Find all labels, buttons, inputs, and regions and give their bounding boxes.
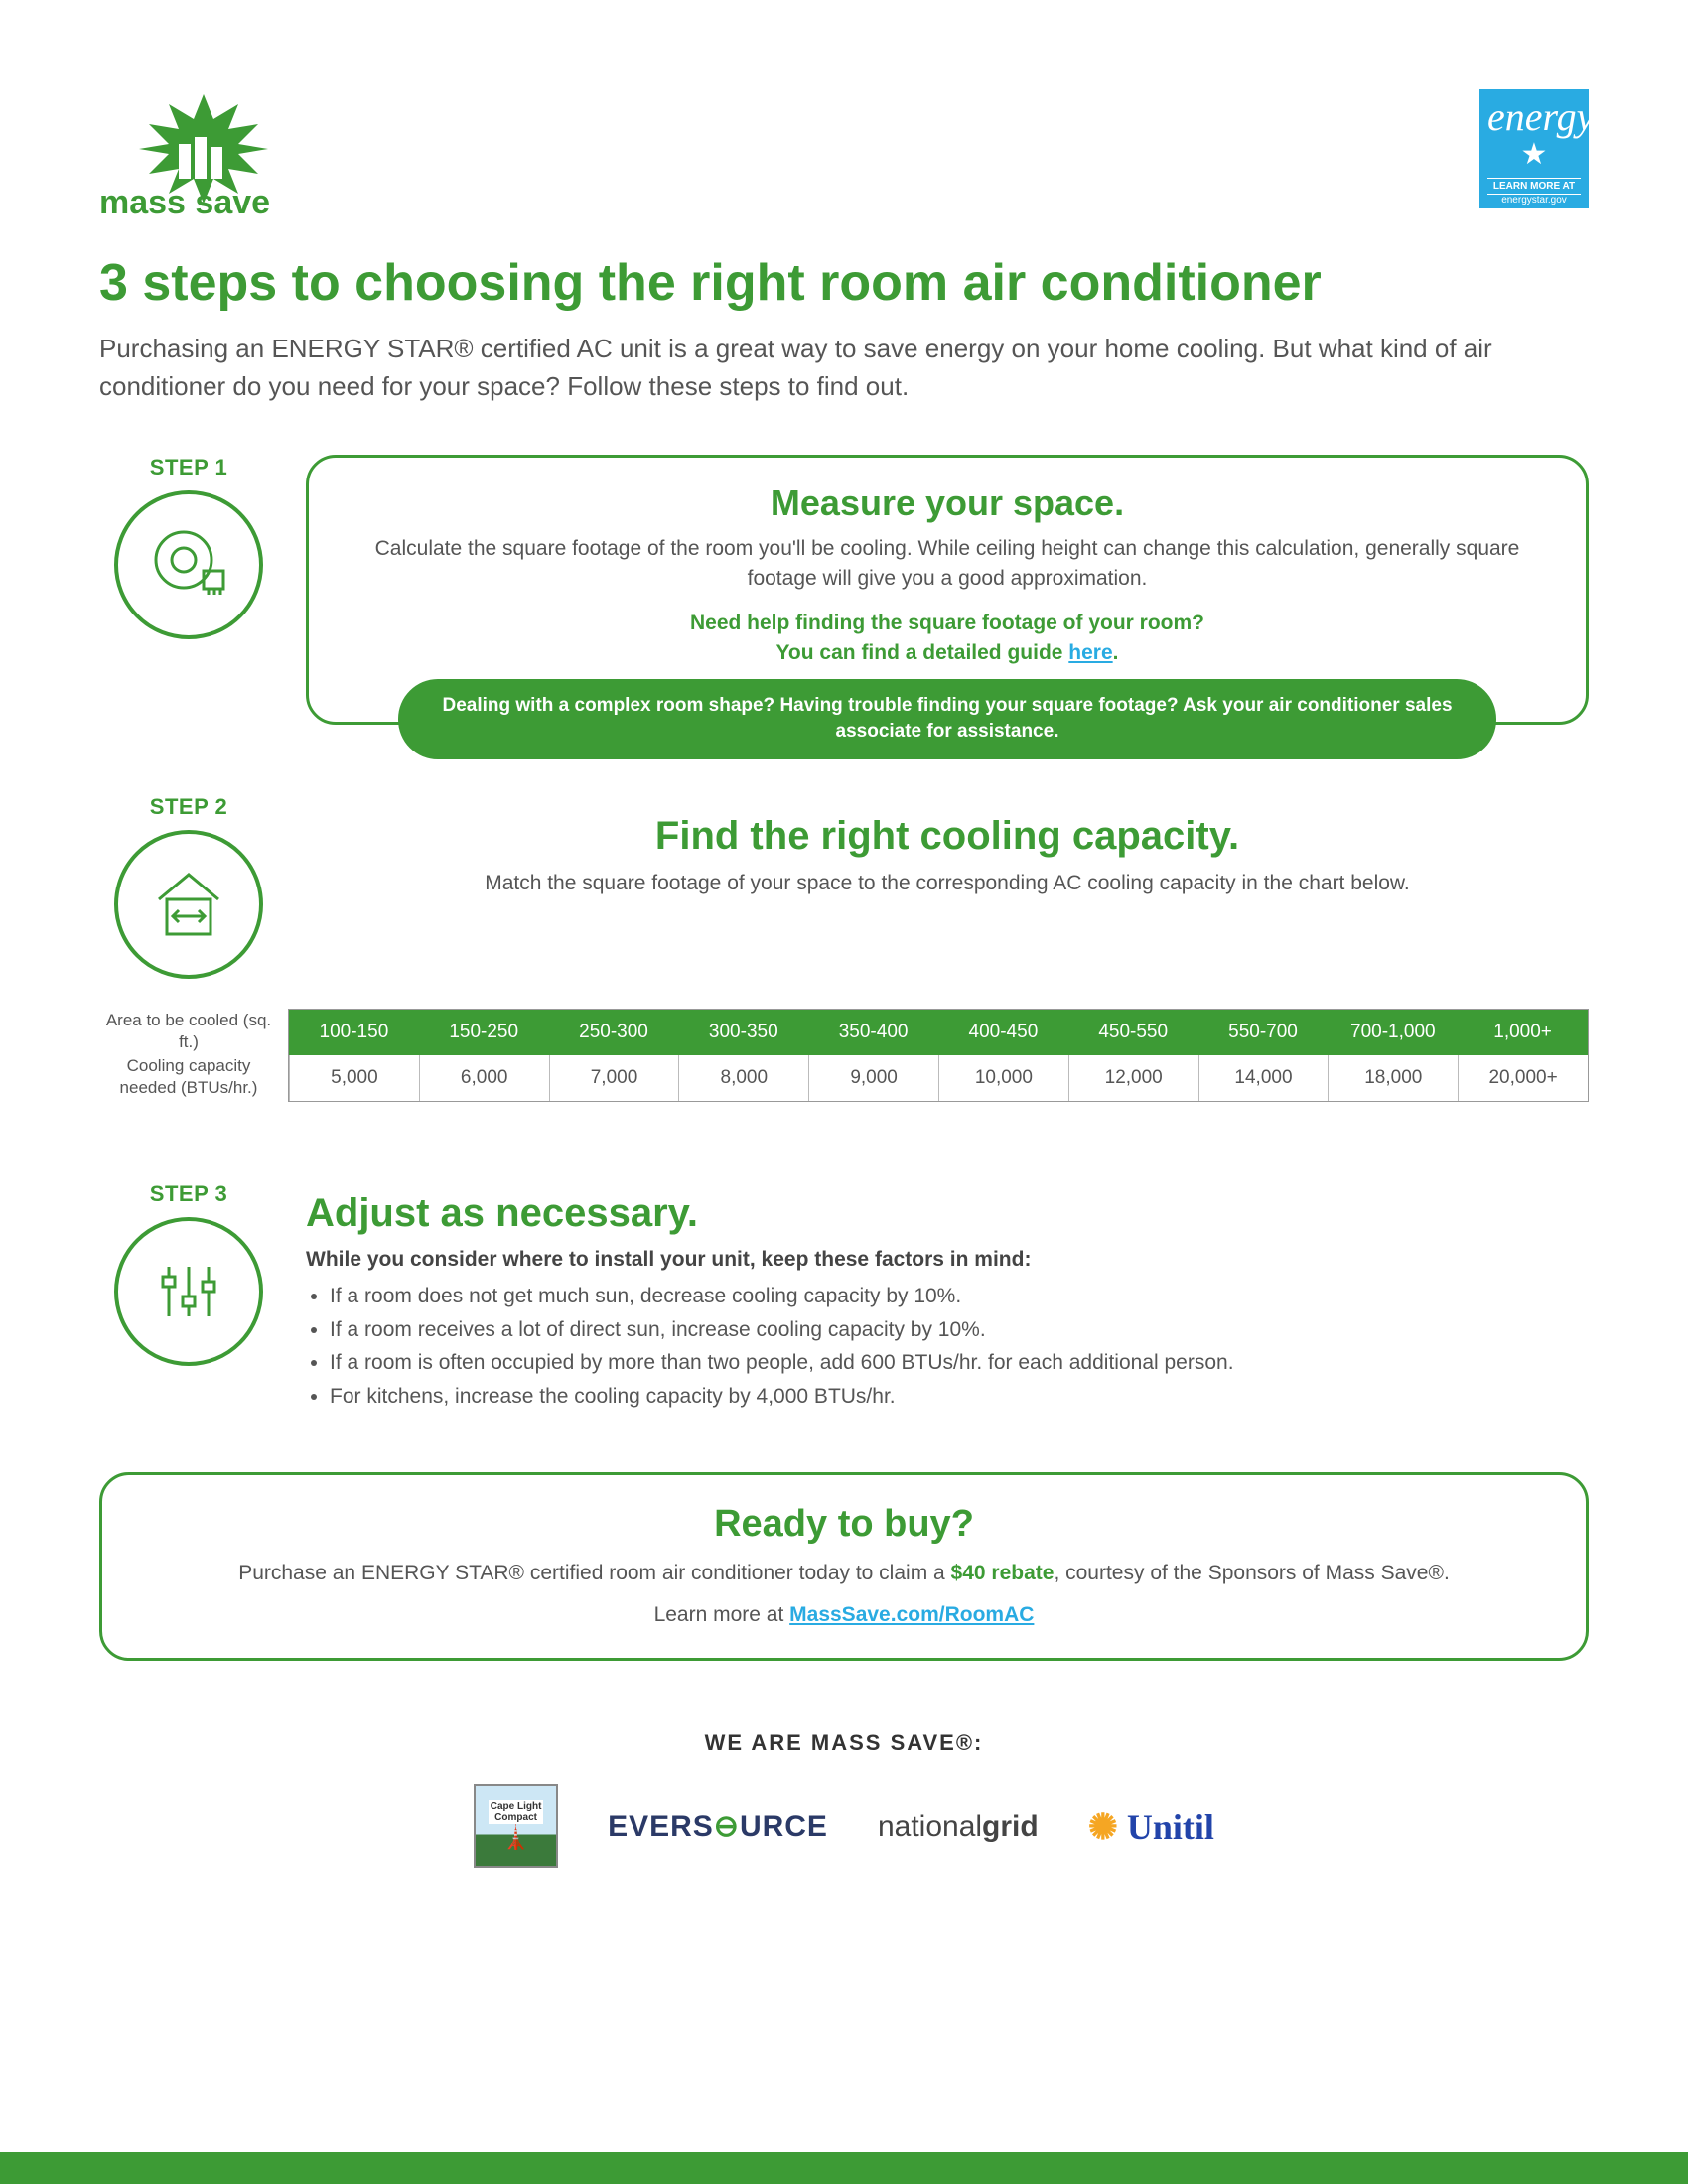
ready-line2-pre: Learn more at — [654, 1603, 790, 1626]
table-data-cell: 18,000 — [1328, 1055, 1458, 1101]
table-header-cell: 400-450 — [938, 1010, 1068, 1055]
table-header-cell: 350-400 — [808, 1010, 938, 1055]
btu-table-wrap: Area to be cooled (sq. ft.) Cooling capa… — [99, 1009, 1589, 1102]
table-header-cell: 450-550 — [1068, 1010, 1198, 1055]
step-1-title: Measure your space. — [349, 482, 1546, 524]
step-3-list: If a room does not get much sun, decreas… — [330, 1280, 1589, 1413]
sponsor-unitil: ✺ Unitil — [1088, 1806, 1214, 1847]
step-2-desc: Match the square footage of your space t… — [306, 869, 1589, 897]
ready-line1-post: , courtesy of the Sponsors of Mass Save®… — [1054, 1562, 1449, 1584]
table-data-cell: 20,000+ — [1458, 1055, 1588, 1101]
step-1-desc: Calculate the square footage of the room… — [349, 534, 1546, 593]
sponsor-cape-light: Cape LightCompact 🗼 — [474, 1784, 558, 1868]
step-3-title: Adjust as necessary. — [306, 1191, 1589, 1236]
rebate-amount: $40 rebate — [951, 1562, 1055, 1584]
table-header-cell: 250-300 — [549, 1010, 679, 1055]
table-header-cell: 700-1,000 — [1328, 1010, 1458, 1055]
list-item: If a room does not get much sun, decreas… — [330, 1280, 1589, 1313]
sponsors: WE ARE MASS SAVE®: Cape LightCompact 🗼 E… — [99, 1730, 1589, 1868]
table-data-cell: 5,000 — [289, 1055, 419, 1101]
table-header-cell: 150-250 — [419, 1010, 549, 1055]
energystar-learn-more: LEARN MORE AT — [1487, 178, 1581, 195]
ready-box: Ready to buy? Purchase an ENERGY STAR® c… — [99, 1472, 1589, 1661]
step-1-help-1: Need help finding the square footage of … — [690, 612, 1204, 634]
table-data-cell: 10,000 — [938, 1055, 1068, 1101]
masssave-logo: mass save — [99, 89, 308, 223]
masssave-link[interactable]: MassSave.com/RoomAC — [789, 1603, 1034, 1626]
table-data-cell: 8,000 — [678, 1055, 808, 1101]
table-data-cell: 14,000 — [1198, 1055, 1329, 1101]
table-data-cell: 6,000 — [419, 1055, 549, 1101]
table-header-cell: 550-700 — [1198, 1010, 1329, 1055]
house-icon — [114, 830, 263, 979]
table-data-cell: 7,000 — [549, 1055, 679, 1101]
step-1-help-2-pre: You can find a detailed guide — [775, 641, 1068, 664]
step-1-box: Measure your space. Calculate the square… — [306, 455, 1589, 725]
table-header-cell: 1,000+ — [1458, 1010, 1588, 1055]
page-title: 3 steps to choosing the right room air c… — [99, 253, 1589, 313]
energystar-url: energystar.gov — [1487, 195, 1581, 205]
energystar-script: energy — [1487, 97, 1581, 137]
step-2-title: Find the right cooling capacity. — [306, 814, 1589, 859]
footer-bar — [0, 2152, 1688, 2184]
step-1: STEP 1 Measure your space. Calculate th — [99, 455, 1589, 725]
sponsor-nationalgrid: nationalgrid — [878, 1810, 1039, 1843]
sliders-icon — [114, 1217, 263, 1366]
table-data-cell: 9,000 — [808, 1055, 938, 1101]
step-2-label: STEP 2 — [99, 794, 278, 820]
step-1-pill: Dealing with a complex room shape? Havin… — [398, 679, 1496, 759]
sponsors-title: WE ARE MASS SAVE®: — [99, 1730, 1589, 1756]
energystar-logo: energy ★ LEARN MORE AT energystar.gov — [1479, 89, 1589, 208]
table-data-cell: 12,000 — [1068, 1055, 1198, 1101]
table-header-cell: 100-150 — [289, 1010, 419, 1055]
ready-title: Ready to buy? — [142, 1503, 1546, 1546]
svg-text:mass save: mass save — [99, 184, 270, 218]
step-1-label: STEP 1 — [99, 455, 278, 480]
sponsor-eversource: EVERS⊖URCE — [608, 1809, 828, 1843]
btu-table: 100-150150-250250-300300-350350-400400-4… — [288, 1009, 1589, 1102]
step-3-sub: While you consider where to install your… — [306, 1248, 1589, 1272]
tape-measure-icon — [114, 490, 263, 639]
intro-text: Purchasing an ENERGY STAR® certified AC … — [99, 331, 1589, 405]
step-3: STEP 3 Adjust as necessary. While you co… — [99, 1181, 1589, 1413]
table-row2-label: Cooling capacity needed (BTUs/hr.) — [99, 1054, 278, 1100]
guide-link[interactable]: here — [1068, 641, 1112, 664]
table-header-cell: 300-350 — [678, 1010, 808, 1055]
list-item: If a room is often occupied by more than… — [330, 1346, 1589, 1380]
list-item: If a room receives a lot of direct sun, … — [330, 1313, 1589, 1347]
table-row1-label: Area to be cooled (sq. ft.) — [99, 1009, 278, 1054]
list-item: For kitchens, increase the cooling capac… — [330, 1380, 1589, 1414]
step-1-help-2-post: . — [1113, 641, 1119, 664]
step-2: STEP 2 Find the right cooling capacity. … — [99, 794, 1589, 1102]
header: mass save energy ★ LEARN MORE AT energys… — [99, 89, 1589, 223]
step-3-label: STEP 3 — [99, 1181, 278, 1207]
ready-line1-pre: Purchase an ENERGY STAR® certified room … — [238, 1562, 950, 1584]
